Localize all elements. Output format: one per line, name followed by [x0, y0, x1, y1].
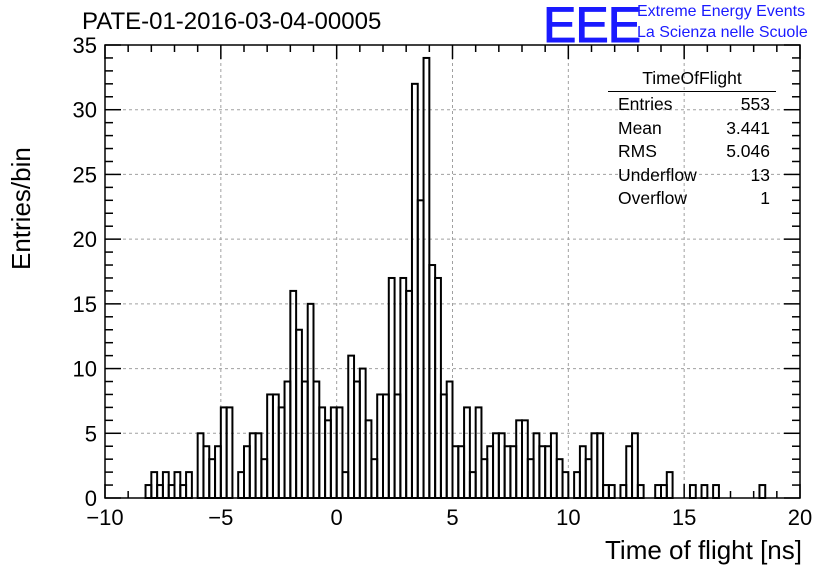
y-tick-label: 25 — [73, 162, 97, 187]
stats-value: 553 — [740, 94, 770, 114]
stats-row-entries: Entries 553 — [608, 93, 776, 117]
stats-value: 3.441 — [726, 117, 770, 138]
stats-value: 13 — [750, 164, 770, 185]
x-tick-label: 5 — [446, 505, 458, 530]
stats-row-overflow: Overflow 1 — [608, 187, 776, 211]
stats-label: Overflow — [618, 188, 688, 208]
x-axis-label: Time of flight [ns] — [605, 535, 802, 565]
histogram-bin — [607, 484, 616, 499]
stats-label: Underflow — [618, 164, 697, 185]
stats-value: 1 — [760, 188, 770, 208]
histogram-bin — [561, 471, 570, 500]
stats-value: 5.046 — [726, 141, 770, 161]
x-tick-label: 20 — [788, 505, 812, 530]
axis-ticks — [104, 44, 801, 499]
y-tick-label: 35 — [73, 33, 97, 58]
y-tick-label: 20 — [73, 227, 97, 252]
x-tick-label: −5 — [208, 505, 233, 530]
y-tick-label: 0 — [85, 486, 97, 511]
stats-label: Mean — [618, 117, 662, 138]
chart-title: PATE-01-2016-03-04-00005 — [82, 8, 382, 35]
histogram-bin — [225, 406, 234, 499]
y-tick-label: 30 — [73, 98, 97, 123]
stats-title: TimeOfFlight — [608, 68, 776, 92]
histogram-bin — [185, 471, 193, 500]
y-tick-label: 5 — [85, 421, 97, 446]
x-tick-labels: −10 −5 0 5 10 15 20 — [86, 505, 812, 530]
histogram-bin — [688, 484, 697, 499]
y-tick-label: 15 — [73, 292, 97, 317]
eee-logo: EEE — [542, 0, 641, 53]
histogram-bin — [636, 484, 645, 499]
histogram-bin — [665, 471, 674, 500]
y-axis-label: Entries/bin — [6, 147, 36, 270]
histogram-bars — [144, 56, 767, 500]
histogram-bin — [712, 484, 720, 499]
stats-row-mean: Mean 3.441 — [608, 117, 776, 141]
x-tick-label: 15 — [672, 505, 696, 530]
stats-row-underflow: Underflow 13 — [608, 164, 776, 188]
logo-line-1: Extreme Energy Events — [637, 3, 806, 20]
stats-row-rms: RMS 5.046 — [608, 140, 776, 164]
y-tick-label: 10 — [73, 357, 97, 382]
x-tick-label: 10 — [556, 505, 580, 530]
stats-label: Entries — [618, 94, 673, 114]
stats-box: TimeOfFlight Entries 553 Mean 3.441 RMS … — [608, 68, 776, 211]
y-tick-labels: 0 5 10 15 20 25 30 35 — [73, 33, 97, 511]
histogram-bin — [700, 484, 709, 499]
logo-line-2: La Scienza nelle Scuole — [637, 24, 808, 41]
histogram-bin — [758, 484, 767, 499]
stats-label: RMS — [618, 141, 657, 161]
x-tick-label: 0 — [331, 505, 343, 530]
x-tick-label: −10 — [86, 505, 123, 530]
